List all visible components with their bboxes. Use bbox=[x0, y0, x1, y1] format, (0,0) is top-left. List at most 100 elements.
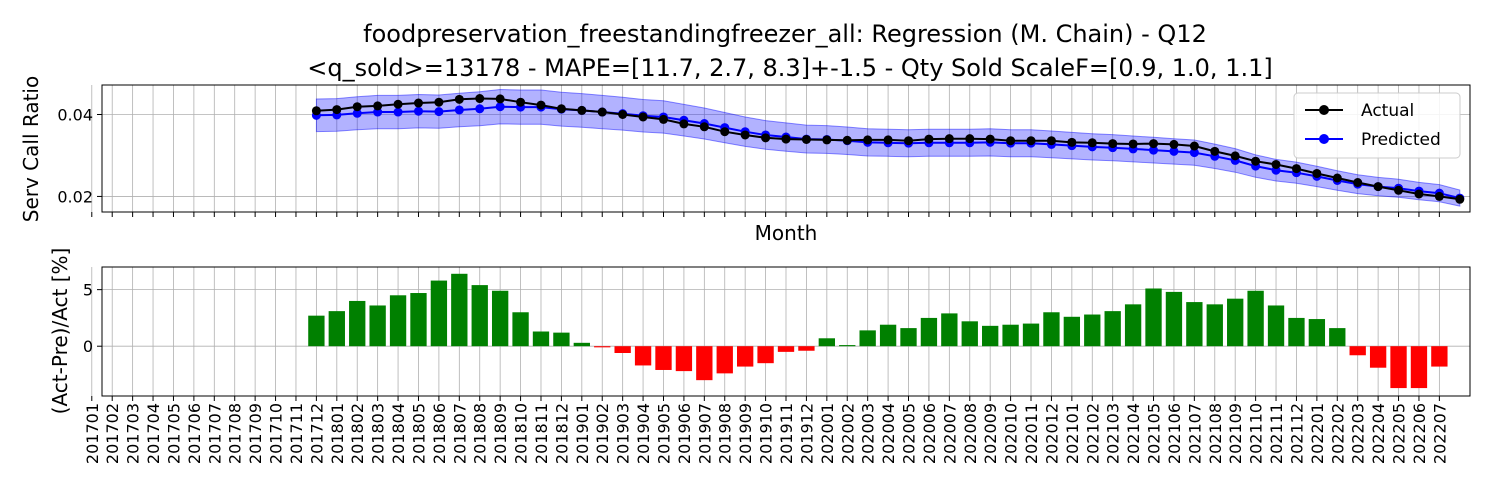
error-bar bbox=[1410, 346, 1428, 389]
bottom-panel: 201701 201702 201703 201704 201705 201706 2017… bbox=[83, 266, 1471, 464]
x-tick-label: 201911 bbox=[777, 403, 796, 464]
actual-point bbox=[944, 134, 954, 144]
error-bar bbox=[941, 313, 958, 347]
top-panel: 0.02 0.04 bbox=[57, 84, 1471, 217]
error-bar bbox=[594, 346, 611, 348]
actual-point bbox=[1046, 136, 1056, 146]
chart-title-line1: foodpreservation_freestandingfreezer_all… bbox=[363, 20, 1207, 48]
legend-predicted-marker bbox=[1319, 134, 1329, 144]
actual-point bbox=[577, 105, 587, 115]
x-tick-label: 202104 bbox=[1124, 403, 1143, 464]
actual-point bbox=[1394, 185, 1404, 195]
error-bar bbox=[1369, 346, 1387, 368]
x-tick-label: 201712 bbox=[307, 403, 326, 464]
top-y-tick-label: 0.02 bbox=[57, 187, 93, 206]
error-bar bbox=[900, 328, 917, 347]
predicted-point bbox=[454, 105, 464, 115]
x-tick-label: 202002 bbox=[838, 403, 857, 464]
error-bar bbox=[859, 330, 876, 347]
actual-point bbox=[311, 106, 321, 116]
x-tick-label: 201901 bbox=[573, 403, 592, 464]
actual-point bbox=[1169, 139, 1179, 149]
error-bar bbox=[1043, 312, 1060, 347]
x-tick-label: 201903 bbox=[614, 403, 633, 464]
legend: Actual Predicted bbox=[1293, 92, 1461, 159]
x-tick-label: 201710 bbox=[267, 403, 286, 464]
predicted-point bbox=[352, 108, 362, 118]
x-tick-label: 201809 bbox=[491, 403, 510, 464]
error-bar bbox=[634, 346, 652, 366]
x-tick-label: 201805 bbox=[410, 403, 429, 464]
error-bar bbox=[1390, 346, 1407, 389]
x-tick-label: 201707 bbox=[205, 403, 224, 464]
error-bar bbox=[1084, 314, 1101, 347]
error-bar bbox=[389, 295, 407, 347]
actual-point bbox=[1108, 139, 1118, 149]
x-tick-label: 202112 bbox=[1287, 403, 1306, 464]
x-tick-label: 202012 bbox=[1042, 403, 1061, 464]
actual-point bbox=[1230, 151, 1240, 161]
x-tick-label: 201906 bbox=[675, 403, 694, 464]
error-bar bbox=[512, 312, 529, 347]
x-tick-label: 201701 bbox=[83, 403, 102, 464]
x-tick-label: 202102 bbox=[1083, 403, 1102, 464]
error-bar bbox=[328, 311, 345, 347]
actual-point bbox=[332, 105, 342, 115]
error-bar bbox=[777, 346, 795, 352]
error-bar bbox=[614, 346, 631, 353]
legend-actual-label: Actual bbox=[1361, 101, 1414, 121]
prediction-band bbox=[315, 88, 1461, 207]
error-bar bbox=[349, 300, 366, 347]
actual-point bbox=[863, 135, 873, 145]
x-tick-label: 201904 bbox=[634, 403, 653, 464]
x-tick-label: 202201 bbox=[1308, 403, 1327, 464]
error-bar bbox=[675, 346, 693, 372]
x-tick-label: 201709 bbox=[246, 403, 265, 464]
x-tick-label: 202008 bbox=[961, 403, 980, 464]
legend-predicted-label: Predicted bbox=[1361, 130, 1441, 150]
error-bar bbox=[1022, 323, 1040, 347]
actual-point bbox=[699, 122, 709, 132]
x-tick-label: 201803 bbox=[369, 403, 388, 464]
x-tick-label: 202111 bbox=[1267, 403, 1286, 464]
actual-point bbox=[1332, 173, 1342, 183]
top-x-axis-label: Month bbox=[755, 221, 818, 245]
x-tick-label: 202202 bbox=[1328, 403, 1347, 464]
x-tick-label: 202107 bbox=[1185, 403, 1204, 464]
error-bar bbox=[1104, 311, 1121, 347]
error-bar bbox=[655, 346, 672, 370]
actual-point bbox=[720, 127, 730, 137]
error-bar bbox=[410, 293, 427, 347]
x-tick-label: 202009 bbox=[981, 403, 1000, 464]
actual-point bbox=[842, 135, 852, 145]
x-tick-label: 202003 bbox=[859, 403, 878, 464]
actual-point bbox=[1353, 178, 1363, 188]
x-tick-label: 202110 bbox=[1247, 403, 1266, 464]
actual-point bbox=[1312, 168, 1322, 178]
actual-point bbox=[761, 133, 771, 143]
x-tick-label: 201909 bbox=[736, 403, 755, 464]
error-bar bbox=[696, 346, 713, 381]
actual-point bbox=[1271, 159, 1281, 169]
x-tick-label: 201703 bbox=[124, 403, 143, 464]
error-bar bbox=[1063, 316, 1081, 347]
error-bar bbox=[920, 317, 938, 347]
actual-point bbox=[475, 94, 485, 104]
x-tick-label: 201711 bbox=[287, 403, 306, 464]
actual-point bbox=[597, 107, 607, 117]
error-bar bbox=[961, 321, 978, 347]
x-tick-label: 201804 bbox=[389, 403, 408, 464]
x-tick-label: 201912 bbox=[797, 403, 816, 464]
error-bar bbox=[1308, 319, 1326, 347]
error-bar bbox=[839, 345, 856, 347]
legend-actual-marker bbox=[1319, 105, 1329, 115]
actual-point bbox=[965, 134, 975, 144]
actual-point bbox=[1251, 156, 1261, 166]
x-tick-label: 201706 bbox=[185, 403, 204, 464]
predicted-point bbox=[1149, 145, 1159, 155]
x-tick-label: 202101 bbox=[1063, 403, 1082, 464]
x-tick-label: 202106 bbox=[1165, 403, 1184, 464]
x-tick-label: 201801 bbox=[328, 403, 347, 464]
x-tick-label: 201811 bbox=[532, 403, 551, 464]
